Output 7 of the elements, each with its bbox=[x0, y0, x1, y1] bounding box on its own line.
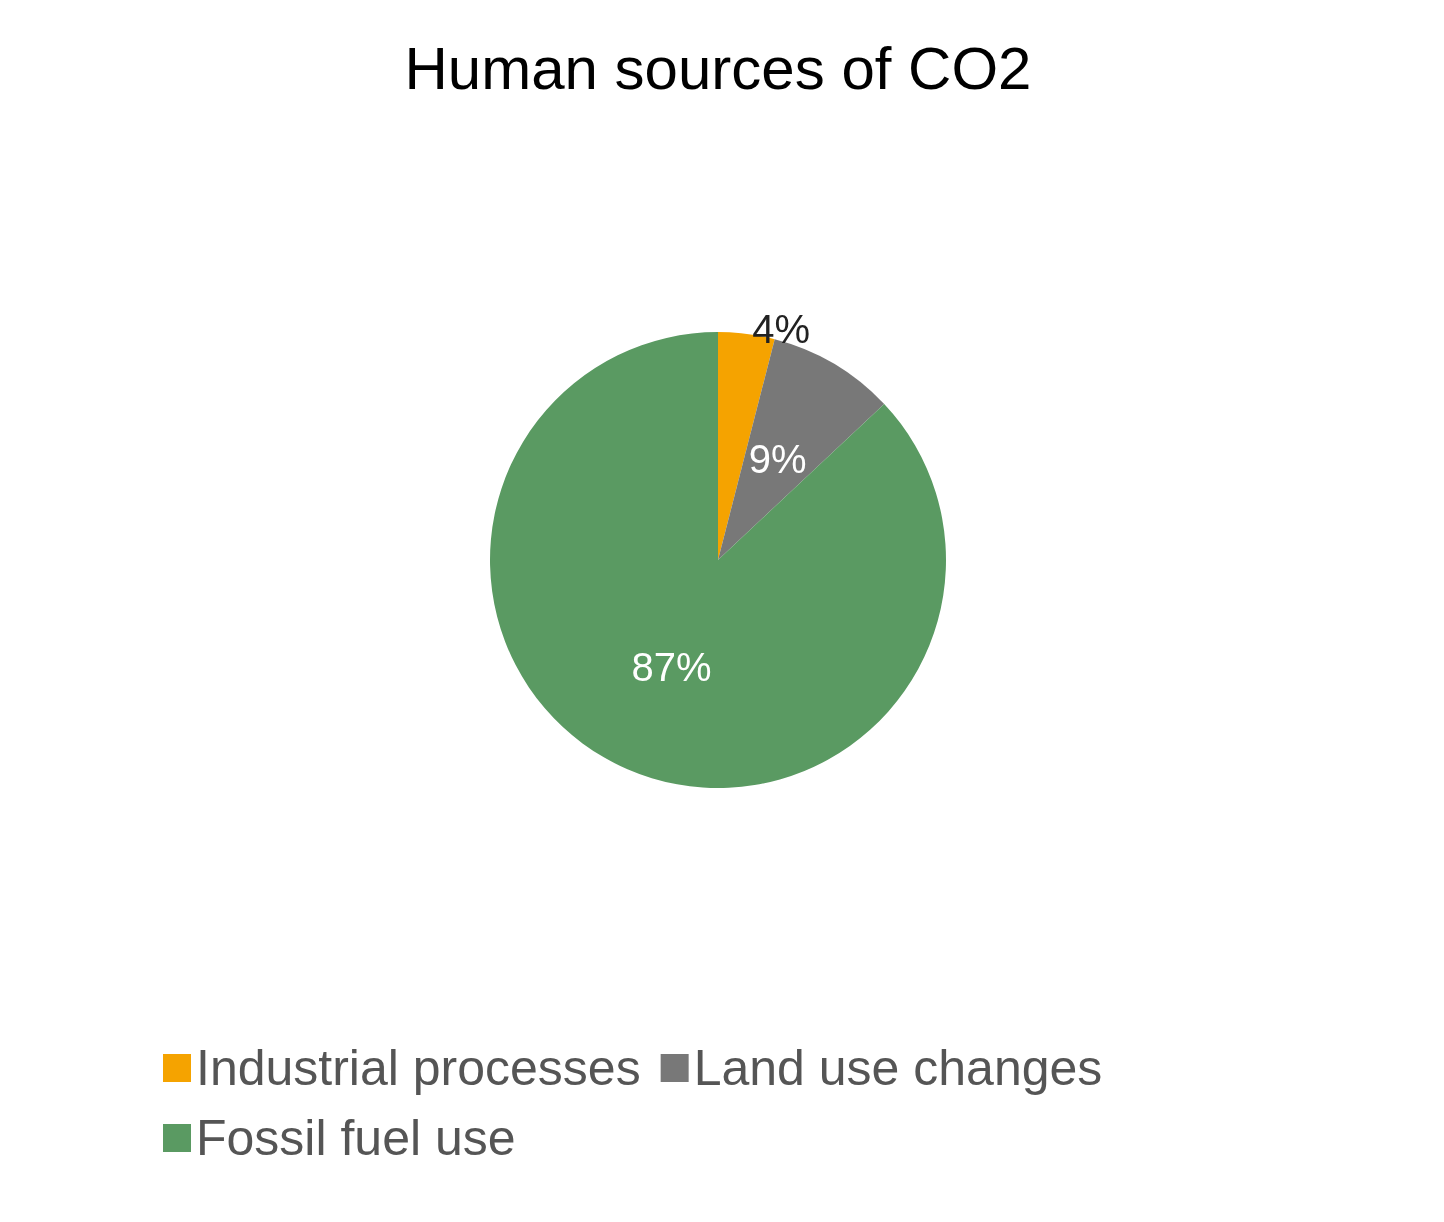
data-label: 9% bbox=[748, 437, 807, 482]
legend-label: Fossil fuel use bbox=[196, 1110, 516, 1166]
chart-title: Human sources of CO2 bbox=[404, 34, 1032, 102]
data-label: 87% bbox=[631, 645, 712, 690]
legend-label: Industrial processes bbox=[196, 1040, 641, 1096]
legend-label: Land use changes bbox=[693, 1040, 1103, 1096]
data-label: 4% bbox=[752, 306, 811, 351]
